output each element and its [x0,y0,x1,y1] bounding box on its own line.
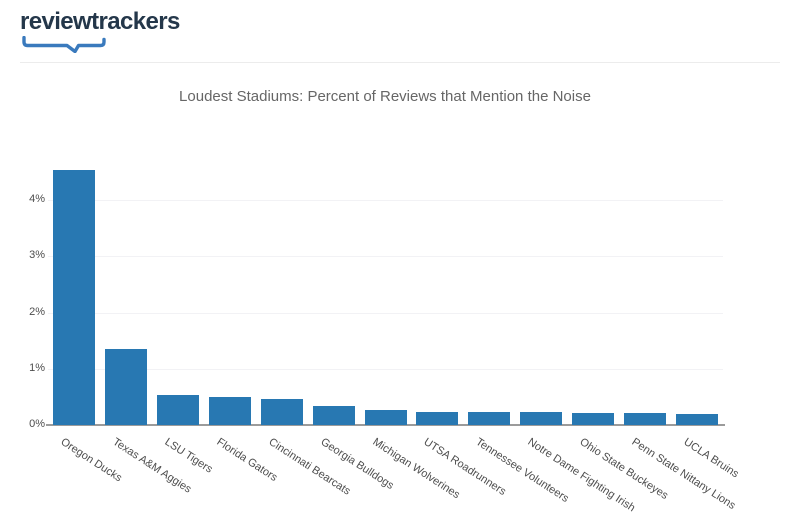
gridline-1pct [48,368,723,370]
bar-florida-gators[interactable] [208,397,251,425]
bar-utsa-roadrunners[interactable] [416,412,459,425]
y-axis-tick-label: 0% [29,418,45,430]
gridline-3pct [48,256,723,258]
bar-georgia-bulldogs[interactable] [312,405,355,425]
x-axis-line [46,424,725,426]
bar-ucla-bruins[interactable] [676,414,719,425]
bar-michigan-wolverines[interactable] [364,409,407,425]
y-axis-tick-label: 4% [29,193,45,205]
x-axis-category-label: Tennessee Volunteers [473,436,572,506]
gridline-2pct [48,312,723,314]
header-divider [20,62,780,63]
bar-oregon-ducks[interactable] [52,170,95,425]
y-axis-tick-label: 3% [29,249,45,262]
bar-lsu-tigers[interactable] [156,395,199,425]
bar-tennessee-volunteers[interactable] [468,412,511,425]
gridline-4pct [48,200,723,201]
x-axis-category-label: Ohio State Buckeyes [577,436,671,503]
logo-underline-path [22,36,106,54]
logo-underline-icon [22,36,106,54]
x-axis-category-label: Michigan Wolverines [369,436,462,502]
bar-penn-state-nittany-lions[interactable] [624,413,667,425]
brand-logo: reviewtrackers [20,8,180,54]
bar-cincinnati-bearcats[interactable] [260,398,303,425]
y-axis-tick-label: 2% [29,305,45,318]
y-axis-tick-label: 1% [29,361,45,374]
bar-notre-dame-fighting-irish[interactable] [520,412,563,425]
bar-ohio-state-buckeyes[interactable] [572,413,615,425]
chart-title: Loudest Stadiums: Percent of Reviews tha… [179,88,591,105]
bar-texas-a-m-aggies[interactable] [104,348,147,425]
brand-logo-text: reviewtrackers [20,8,180,35]
